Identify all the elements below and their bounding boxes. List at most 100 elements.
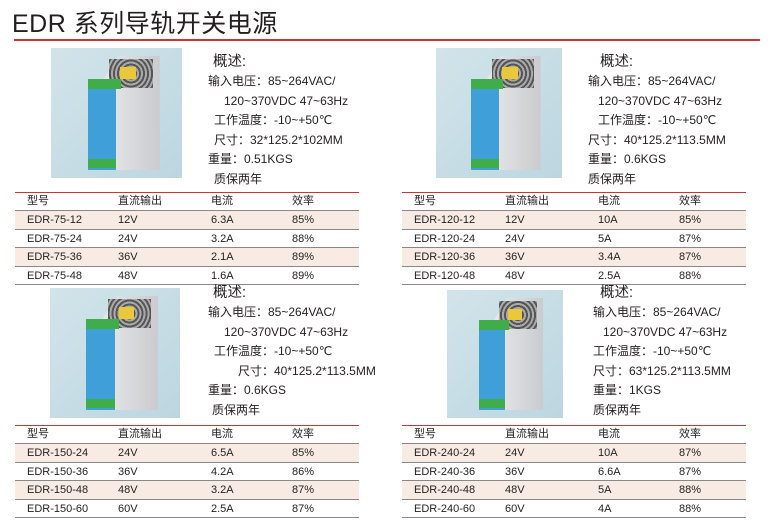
table-cell: 87% bbox=[292, 502, 315, 515]
spec-line: 120~370VDC 47~63Hz bbox=[603, 324, 728, 339]
spec-line: 120~370VDC 47~63Hz bbox=[224, 324, 349, 339]
table-cell: 5A bbox=[598, 232, 612, 245]
power-supply-illustration bbox=[471, 55, 541, 171]
overview-heading: 概述: bbox=[213, 285, 247, 301]
spec-line: 工作温度：-10~+50℃ bbox=[593, 344, 712, 358]
table-cell: 89% bbox=[292, 269, 315, 282]
spec-line: 尺寸：32*125.2*102MM bbox=[214, 132, 343, 147]
table-cell: EDR-75-12 bbox=[27, 214, 83, 226]
spec-line: 重量：1KGS bbox=[593, 383, 662, 397]
table-cell: EDR-120-24 bbox=[414, 232, 476, 245]
device-front bbox=[471, 80, 499, 171]
spec-line: 输入电压：85~264VAC/ bbox=[588, 74, 716, 88]
table-cell: EDR-240-24 bbox=[414, 447, 476, 459]
spec-table: 型号 直流输出 电流 效率 EDR-240-24 24V 10A 87% EDR-240-36 3… bbox=[402, 425, 746, 518]
spec-line: 重量：0.6KGS bbox=[208, 383, 287, 397]
table-cell: 2.1A bbox=[211, 251, 234, 263]
spec-line: 输入电压：85~264VAC/ bbox=[593, 305, 721, 319]
table-cell: 48V bbox=[118, 484, 138, 496]
table-cell: EDR-75-36 bbox=[27, 251, 83, 263]
table-row: EDR-120-48 48V 2.5A 88% bbox=[402, 267, 746, 285]
table-cell: 12V bbox=[118, 214, 138, 226]
spec-line: 质保两年 bbox=[214, 171, 263, 186]
table-cell: 87% bbox=[679, 465, 702, 478]
table-cell: 6.5A bbox=[211, 447, 234, 459]
table-cell: 6.3A bbox=[211, 214, 234, 226]
table-cell: 10A bbox=[598, 214, 618, 226]
table-cell: 87% bbox=[679, 447, 702, 459]
table-cell: 24V bbox=[118, 232, 138, 245]
device-term bbox=[479, 320, 509, 331]
table-cell: 2.5A bbox=[211, 502, 234, 515]
column-header: 直流输出 bbox=[505, 428, 549, 440]
product-overview: 概述: 输入电压：85~264VAC/120~370VDC 47~63Hz 工作温度… bbox=[208, 283, 376, 420]
device-term2 bbox=[471, 158, 499, 168]
table-cell: 6.6A bbox=[598, 465, 621, 478]
spec-line: 重量：0.51KGS bbox=[208, 152, 293, 166]
table-cell: 48V bbox=[505, 269, 525, 282]
table-row: EDR-120-12 12V 10A 85% bbox=[402, 211, 746, 230]
table-cell: 1.6A bbox=[211, 269, 234, 282]
column-header: 型号 bbox=[414, 428, 436, 440]
spec-line: 尺寸：40*125.2*113.5MM bbox=[588, 132, 726, 147]
column-header: 电流 bbox=[598, 195, 620, 207]
product-image bbox=[50, 288, 180, 418]
product-image bbox=[436, 48, 562, 178]
overview-heading: 概述: bbox=[600, 54, 634, 70]
device-term bbox=[87, 78, 121, 89]
product-image bbox=[51, 48, 182, 178]
spec-line: 质保两年 bbox=[593, 402, 642, 417]
table-cell: EDR-240-36 bbox=[414, 465, 476, 478]
table-cell: EDR-150-48 bbox=[27, 484, 89, 496]
overview-heading: 概述: bbox=[213, 54, 247, 70]
column-header: 电流 bbox=[211, 195, 233, 207]
spec-line: 输入电压：85~264VAC/ bbox=[208, 305, 336, 319]
table-header: 型号 直流输出 电流 效率 bbox=[402, 192, 746, 211]
table-cell: 10A bbox=[598, 447, 618, 459]
column-header: 电流 bbox=[211, 428, 233, 440]
spec-line: 质保两年 bbox=[588, 171, 637, 186]
device-term2 bbox=[479, 399, 505, 409]
table-cell: 3.4A bbox=[598, 251, 621, 263]
column-header: 效率 bbox=[679, 428, 701, 440]
table-cell: 2.5A bbox=[598, 269, 621, 282]
table-cell: 85% bbox=[292, 447, 315, 459]
table-cell: 85% bbox=[679, 214, 702, 226]
table-cell: 48V bbox=[505, 484, 525, 496]
product-overview: 概述: 输入电压：85~264VAC/120~370VDC 47~63Hz 工作温度… bbox=[588, 52, 726, 189]
table-cell: EDR-150-24 bbox=[27, 447, 89, 459]
table-cell: EDR-240-60 bbox=[414, 502, 476, 515]
product-overview: 概述: 输入电压：85~264VAC/120~370VDC 47~63Hz 工作温度… bbox=[593, 283, 731, 420]
table-cell: EDR-75-48 bbox=[27, 269, 83, 282]
column-header: 型号 bbox=[414, 195, 436, 207]
table-cell: 88% bbox=[679, 502, 702, 515]
spec-line: 输入电压：85~264VAC/ bbox=[208, 74, 336, 88]
column-header: 直流输出 bbox=[118, 195, 162, 207]
table-cell: 3.2A bbox=[211, 232, 234, 245]
table-cell: 4.2A bbox=[211, 465, 234, 478]
power-supply-illustration bbox=[479, 297, 544, 411]
column-header: 电流 bbox=[598, 428, 620, 440]
device-yel bbox=[118, 307, 135, 319]
device-term bbox=[471, 78, 504, 89]
table-row: EDR-120-24 24V 5A 87% bbox=[402, 230, 746, 248]
table-row: EDR-240-36 36V 6.6A 87% bbox=[402, 463, 746, 481]
spec-line: 质保两年 bbox=[212, 402, 261, 417]
spec-table: 型号 直流输出 电流 效率 EDR-75-12 12V 6.3A 85% EDR-75-24 24… bbox=[15, 192, 359, 285]
table-cell: 36V bbox=[118, 465, 138, 478]
table-cell: EDR-150-36 bbox=[27, 465, 89, 478]
device-yel bbox=[502, 67, 518, 79]
table-row: EDR-75-24 24V 3.2A 88% bbox=[15, 230, 359, 248]
product-overview: 概述: 输入电压：85~264VAC/120~370VDC 47~63Hz 工作温度… bbox=[208, 52, 348, 189]
table-row: EDR-150-48 48V 3.2A 87% bbox=[15, 481, 359, 500]
spec-line: 重量：0.6KGS bbox=[588, 152, 667, 166]
spec-line: 工作温度：-10~+50℃ bbox=[214, 344, 333, 358]
column-header: 直流输出 bbox=[505, 195, 549, 207]
table-cell: 24V bbox=[118, 447, 138, 459]
table-header: 型号 直流输出 电流 效率 bbox=[402, 425, 746, 444]
power-supply-illustration bbox=[86, 295, 158, 411]
table-header: 型号 直流输出 电流 效率 bbox=[15, 425, 359, 444]
table-cell: 4A bbox=[598, 502, 612, 515]
table-cell: 24V bbox=[505, 447, 525, 459]
table-row: EDR-240-24 24V 10A 87% bbox=[402, 444, 746, 463]
